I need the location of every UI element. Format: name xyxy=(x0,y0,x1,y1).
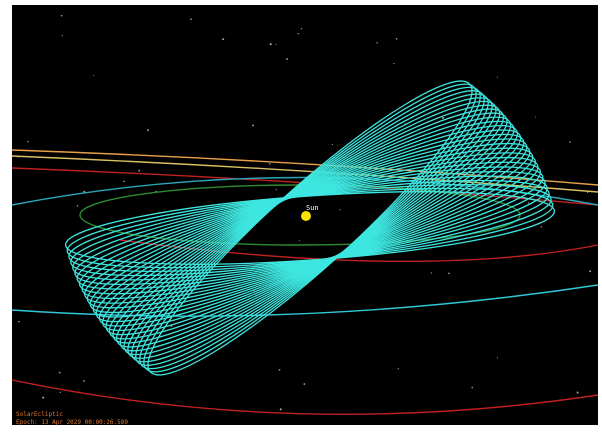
star xyxy=(441,116,445,120)
star xyxy=(123,180,125,183)
star xyxy=(339,209,341,211)
spacecraft-trajectory xyxy=(64,80,556,376)
star xyxy=(150,285,152,288)
star xyxy=(496,76,498,78)
star xyxy=(27,140,29,143)
star xyxy=(269,43,272,46)
coordinate-system: SolarEcliptic xyxy=(16,411,63,418)
star xyxy=(268,163,271,165)
orbit-line xyxy=(11,379,599,415)
star xyxy=(61,34,63,37)
star xyxy=(76,205,79,207)
star xyxy=(331,143,333,146)
star xyxy=(496,357,499,359)
star xyxy=(448,272,450,275)
star xyxy=(298,239,300,241)
star xyxy=(18,320,20,323)
epoch: Epoch: 13 Apr 2029 00:00:26.589 xyxy=(16,419,128,426)
star xyxy=(286,58,288,61)
sun-label: Sun xyxy=(306,204,319,212)
star xyxy=(430,272,432,274)
orbit-line xyxy=(11,155,599,193)
star xyxy=(471,386,474,389)
star xyxy=(42,396,45,399)
star xyxy=(527,202,530,204)
star xyxy=(576,391,579,394)
star xyxy=(300,27,303,30)
star xyxy=(569,141,571,143)
trajectory-loop xyxy=(64,191,556,265)
star xyxy=(540,225,543,228)
star xyxy=(589,270,592,273)
sun xyxy=(301,211,311,221)
star xyxy=(58,371,61,374)
star xyxy=(303,383,306,385)
star xyxy=(393,62,395,65)
star xyxy=(397,368,399,370)
star xyxy=(190,18,192,21)
star xyxy=(395,38,398,40)
star xyxy=(275,189,277,191)
star xyxy=(586,191,589,194)
star xyxy=(535,116,537,118)
star xyxy=(222,38,225,41)
star xyxy=(279,408,282,411)
star xyxy=(138,169,141,172)
star xyxy=(147,129,150,132)
star xyxy=(376,42,378,44)
orbit-line xyxy=(11,149,599,186)
star xyxy=(252,124,255,127)
star xyxy=(275,43,277,46)
star xyxy=(59,391,61,393)
star xyxy=(60,14,63,17)
star xyxy=(278,369,281,371)
orbit-line xyxy=(11,284,599,317)
star xyxy=(83,380,85,382)
star xyxy=(93,74,95,76)
star xyxy=(297,32,299,35)
